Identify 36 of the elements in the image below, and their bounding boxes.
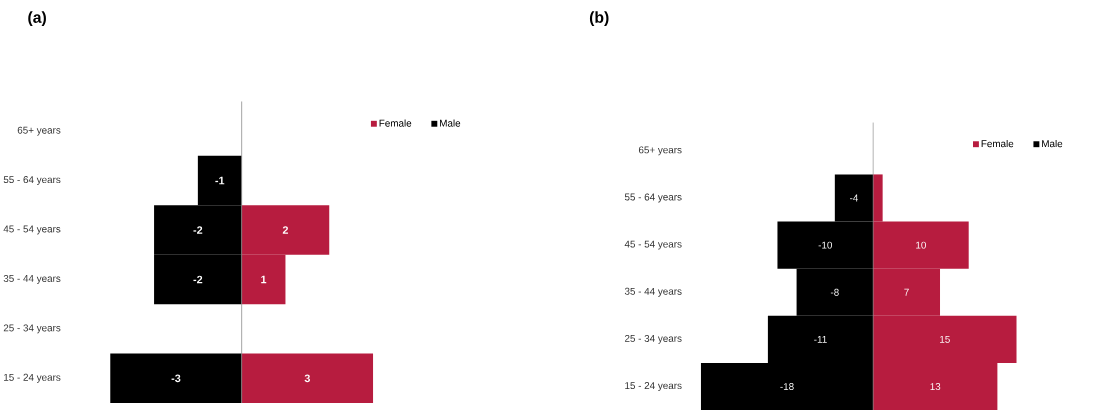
y-tick-label: 55 - 64 years: [3, 175, 61, 185]
data-label: -2: [193, 226, 203, 234]
data-label: 15: [940, 335, 950, 343]
data-label: 3: [304, 374, 310, 382]
data-label: -18: [780, 382, 794, 390]
data-label: -8: [830, 288, 839, 296]
legend-label: Female: [379, 119, 412, 127]
bar: [241, 353, 374, 403]
y-tick-label: 15 - 24 years: [625, 381, 682, 391]
data-label: 1: [261, 275, 267, 283]
y-tick-label: 65+ years: [638, 146, 682, 156]
data-label: -10: [818, 241, 833, 249]
y-tick-label: 35 - 44 years: [624, 287, 682, 297]
y-tick-label: 15 - 24 years: [4, 373, 61, 383]
y-tick-label: 25 - 34 years: [3, 324, 61, 334]
data-label: 2: [282, 226, 289, 234]
y-tick-label: 45 - 54 years: [624, 240, 682, 250]
bar: [110, 353, 242, 403]
y-tick-label: 35 - 44 years: [3, 274, 61, 284]
y-tick-label: 45 - 54 years: [3, 225, 61, 235]
legend-label: Male: [440, 119, 461, 127]
legend-label: Female: [981, 139, 1014, 147]
y-tick-label: 65+ years: [17, 126, 61, 136]
data-label: 10: [916, 241, 926, 249]
data-label: -4: [850, 194, 859, 202]
y-tick-label: 25 - 34 years: [624, 334, 682, 344]
y-tick-label: 55 - 64 years: [624, 193, 682, 203]
data-label: 13: [930, 382, 941, 390]
data-label: -3: [171, 374, 181, 382]
data-label: 7: [904, 288, 909, 296]
chart-title: (a): [28, 11, 46, 26]
data-label: -1: [215, 176, 225, 185]
legend-label: Male: [1042, 139, 1063, 147]
data-label: -11: [814, 335, 827, 343]
chart-title: (b): [589, 11, 609, 26]
data-label: -2: [193, 275, 203, 283]
